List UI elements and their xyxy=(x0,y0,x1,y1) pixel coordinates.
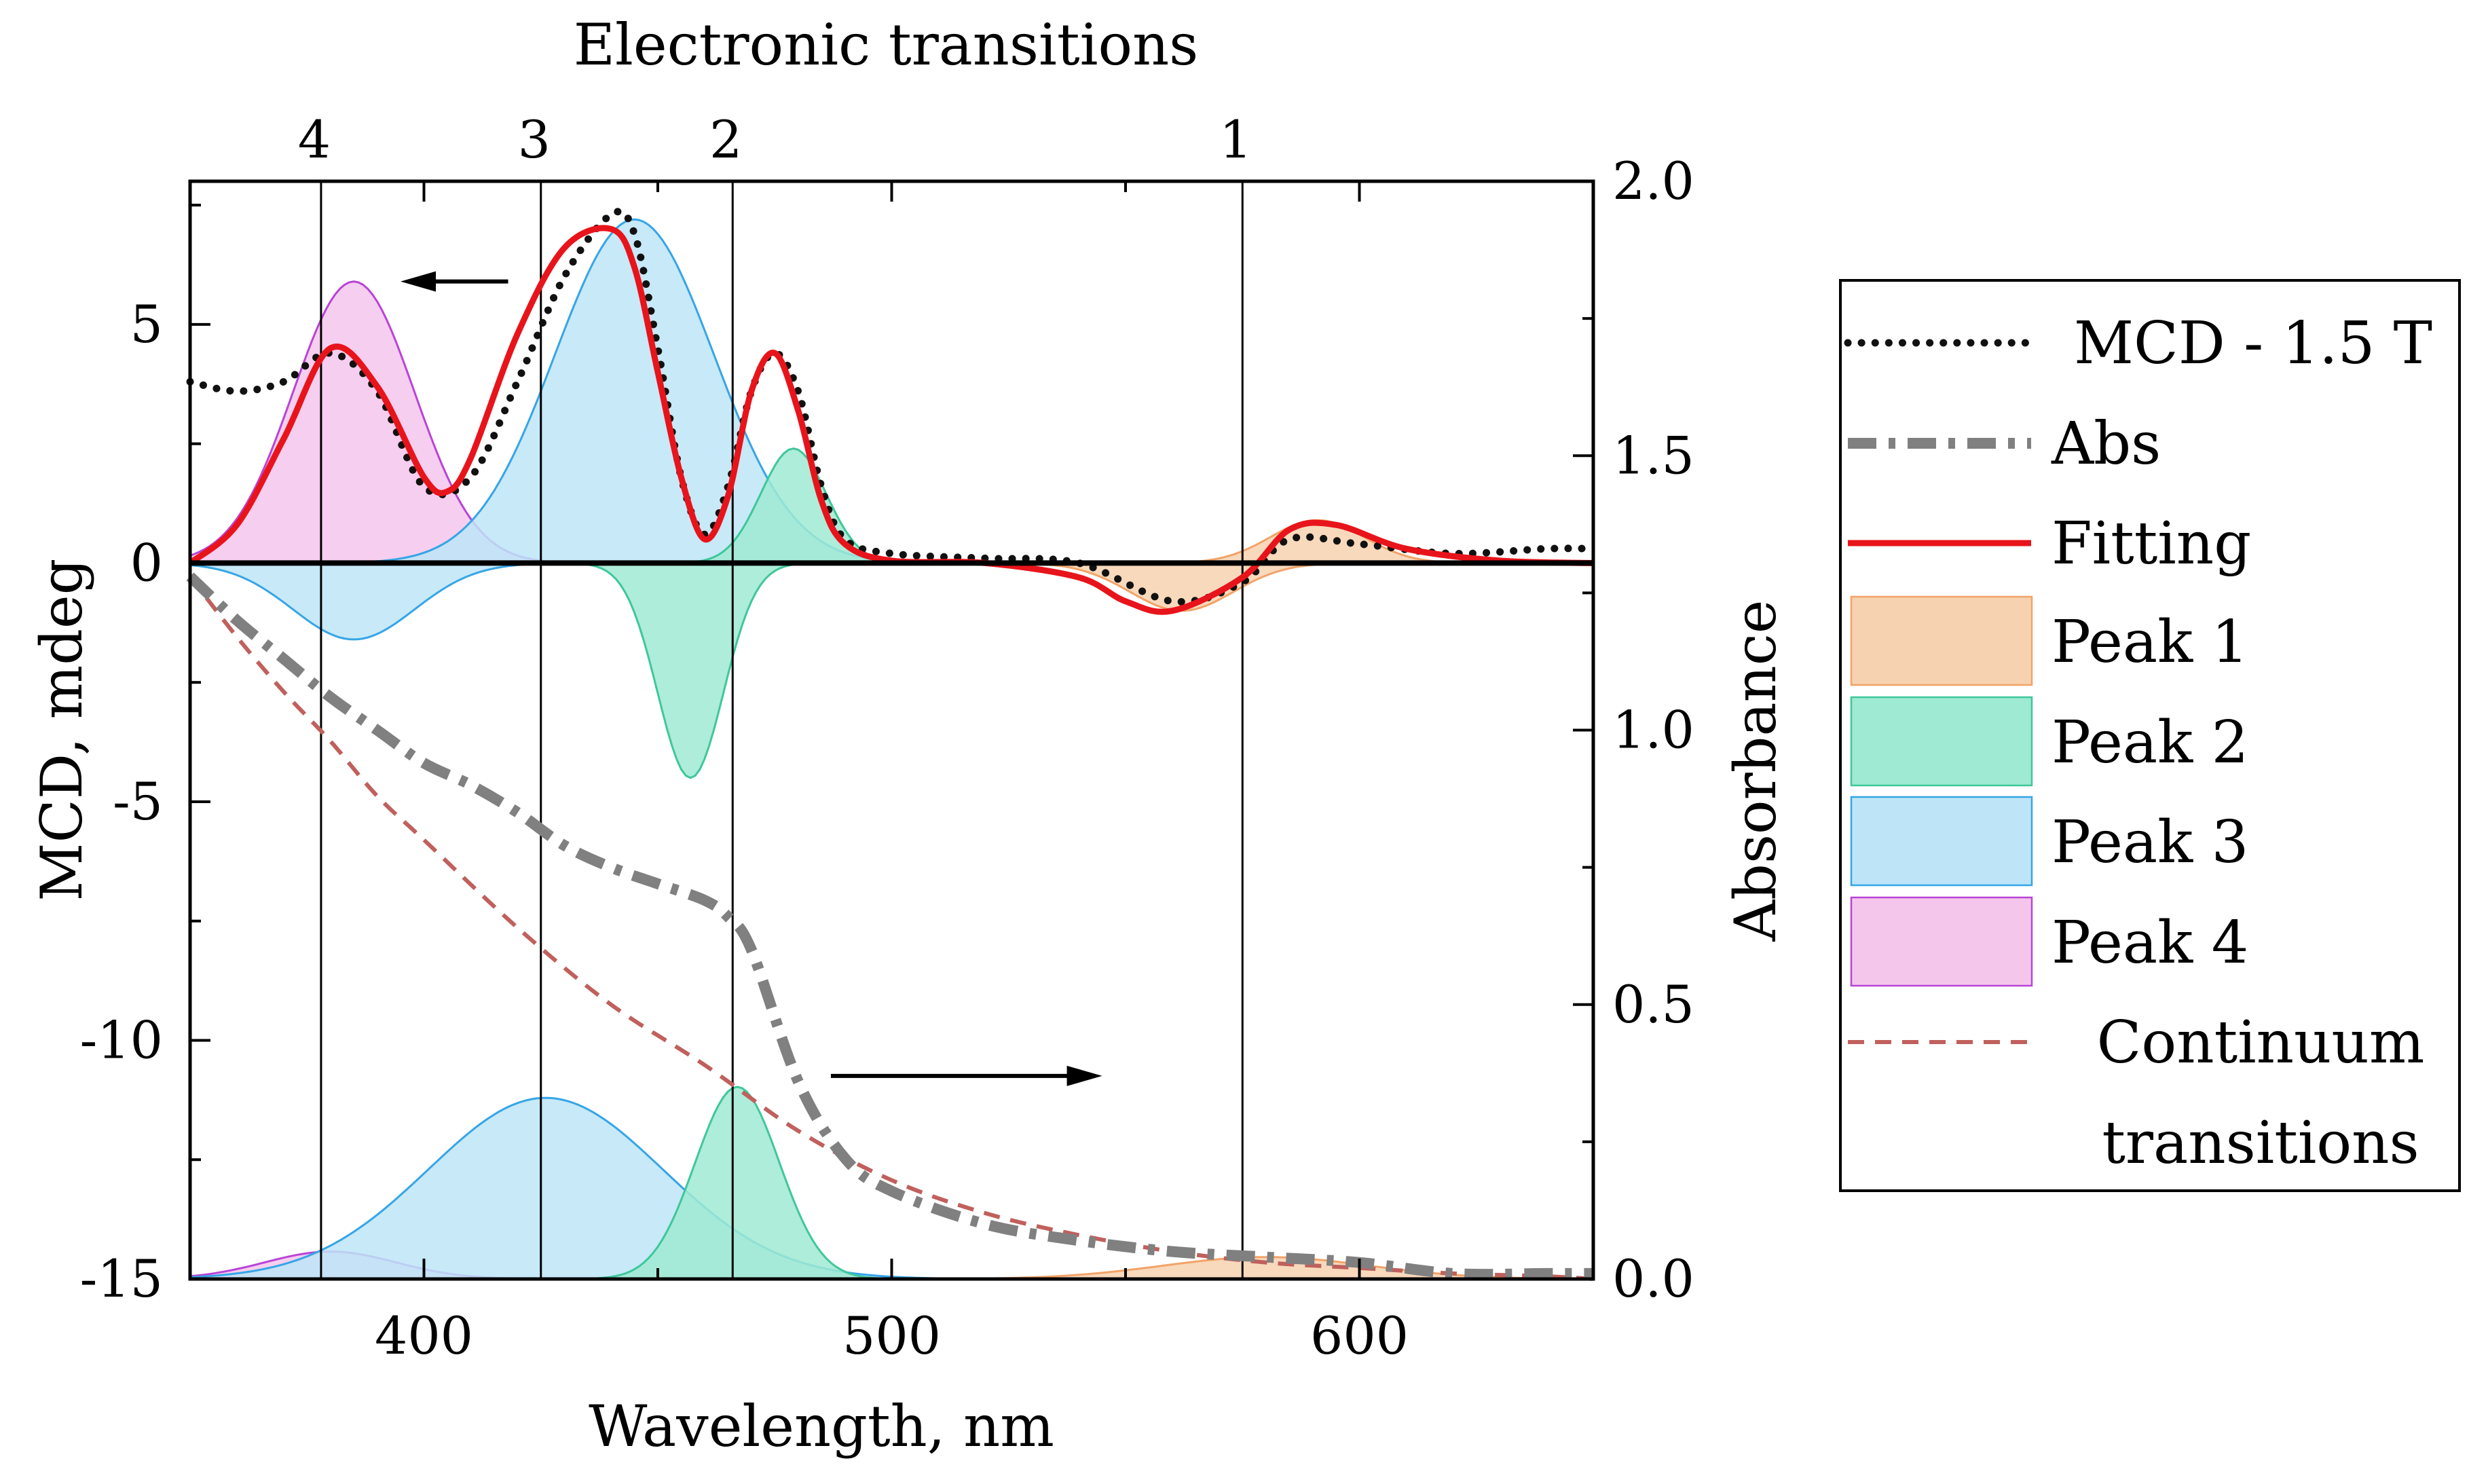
x-tick-label: 600 xyxy=(1310,1305,1409,1366)
y-tick-label: -5 xyxy=(113,771,163,832)
legend-continuum-label-line2: transitions xyxy=(2102,1109,2419,1177)
y2-tick-label: 1.0 xyxy=(1612,700,1694,760)
y2-tick-label: 2.0 xyxy=(1612,151,1694,211)
legend-mcd-1-5-t-label: MCD - 1.5 T xyxy=(2074,310,2432,377)
series-abs xyxy=(186,572,1593,1280)
chart-title: Electronic transitions xyxy=(574,12,1199,78)
legend-peak-2-label: Peak 2 xyxy=(2052,709,2248,777)
y-tick-label: -10 xyxy=(80,1009,163,1070)
mcd-peak4-band-1 xyxy=(189,280,1595,564)
y-tick-label: 5 xyxy=(130,294,163,354)
x-tick-label: 400 xyxy=(375,1305,473,1366)
legend-peak-4-label: Peak 4 xyxy=(2052,909,2248,977)
legend: MCD - 1.5 T Abs Fitting Peak 1 Peak 2 Peak 3 P… xyxy=(1839,279,2461,1192)
legend-peak-4-swatch xyxy=(1850,896,2033,987)
y2-tick-label: 0.0 xyxy=(1612,1248,1694,1309)
mcd-peak3-band-2 xyxy=(189,561,1595,641)
transition-lines-layer: 4 3 2 1 xyxy=(298,109,1252,1279)
arrow-layer xyxy=(401,271,1102,1086)
peak-fill-layer xyxy=(189,218,1595,1280)
y2-tick-label: 1.5 xyxy=(1612,425,1694,485)
legend-peak-1-swatch xyxy=(1850,595,2033,686)
transition-label-2: 2 xyxy=(709,109,742,170)
tick-layer: 400 500 600 5 0 -5 -10 -15 2.0 1.5 1.0 0.5 0.0 xyxy=(80,151,1694,1366)
axes-layer xyxy=(188,179,1595,1281)
left-axis-arrow-head xyxy=(401,271,437,292)
x-tick-label: 500 xyxy=(842,1305,941,1366)
legend-peak-2-swatch xyxy=(1850,696,2033,787)
y-tick-label: -15 xyxy=(80,1248,163,1309)
legend-peak-3-label: Peak 3 xyxy=(2052,809,2248,876)
right-axis-arrow-head xyxy=(1066,1065,1102,1086)
legend-peak-3-swatch xyxy=(1850,796,2033,887)
series-fitting xyxy=(188,225,1594,615)
legend-continuum-label: Continuum xyxy=(2097,1009,2425,1077)
legend-fitting-label: Fitting xyxy=(2052,510,2251,578)
transition-label-4: 4 xyxy=(298,109,331,170)
y-tick-label: 0 xyxy=(130,532,163,593)
series-lines-layer xyxy=(186,208,1597,1281)
legend-abs-label: Abs xyxy=(2051,410,2161,478)
y-axis-title: MCD, mdeg xyxy=(29,559,95,902)
transition-label-1: 1 xyxy=(1219,109,1252,170)
x-axis-title: Wavelength, nm xyxy=(589,1393,1054,1460)
series-continuum-transitions xyxy=(188,575,1594,1281)
y2-axis-title: Absorbance xyxy=(1722,600,1789,942)
transition-label-3: 3 xyxy=(518,109,551,170)
plot-frame xyxy=(188,179,1595,1281)
y2-tick-label: 0.5 xyxy=(1612,974,1694,1035)
legend-peak-1-label: Peak 1 xyxy=(2052,608,2248,676)
